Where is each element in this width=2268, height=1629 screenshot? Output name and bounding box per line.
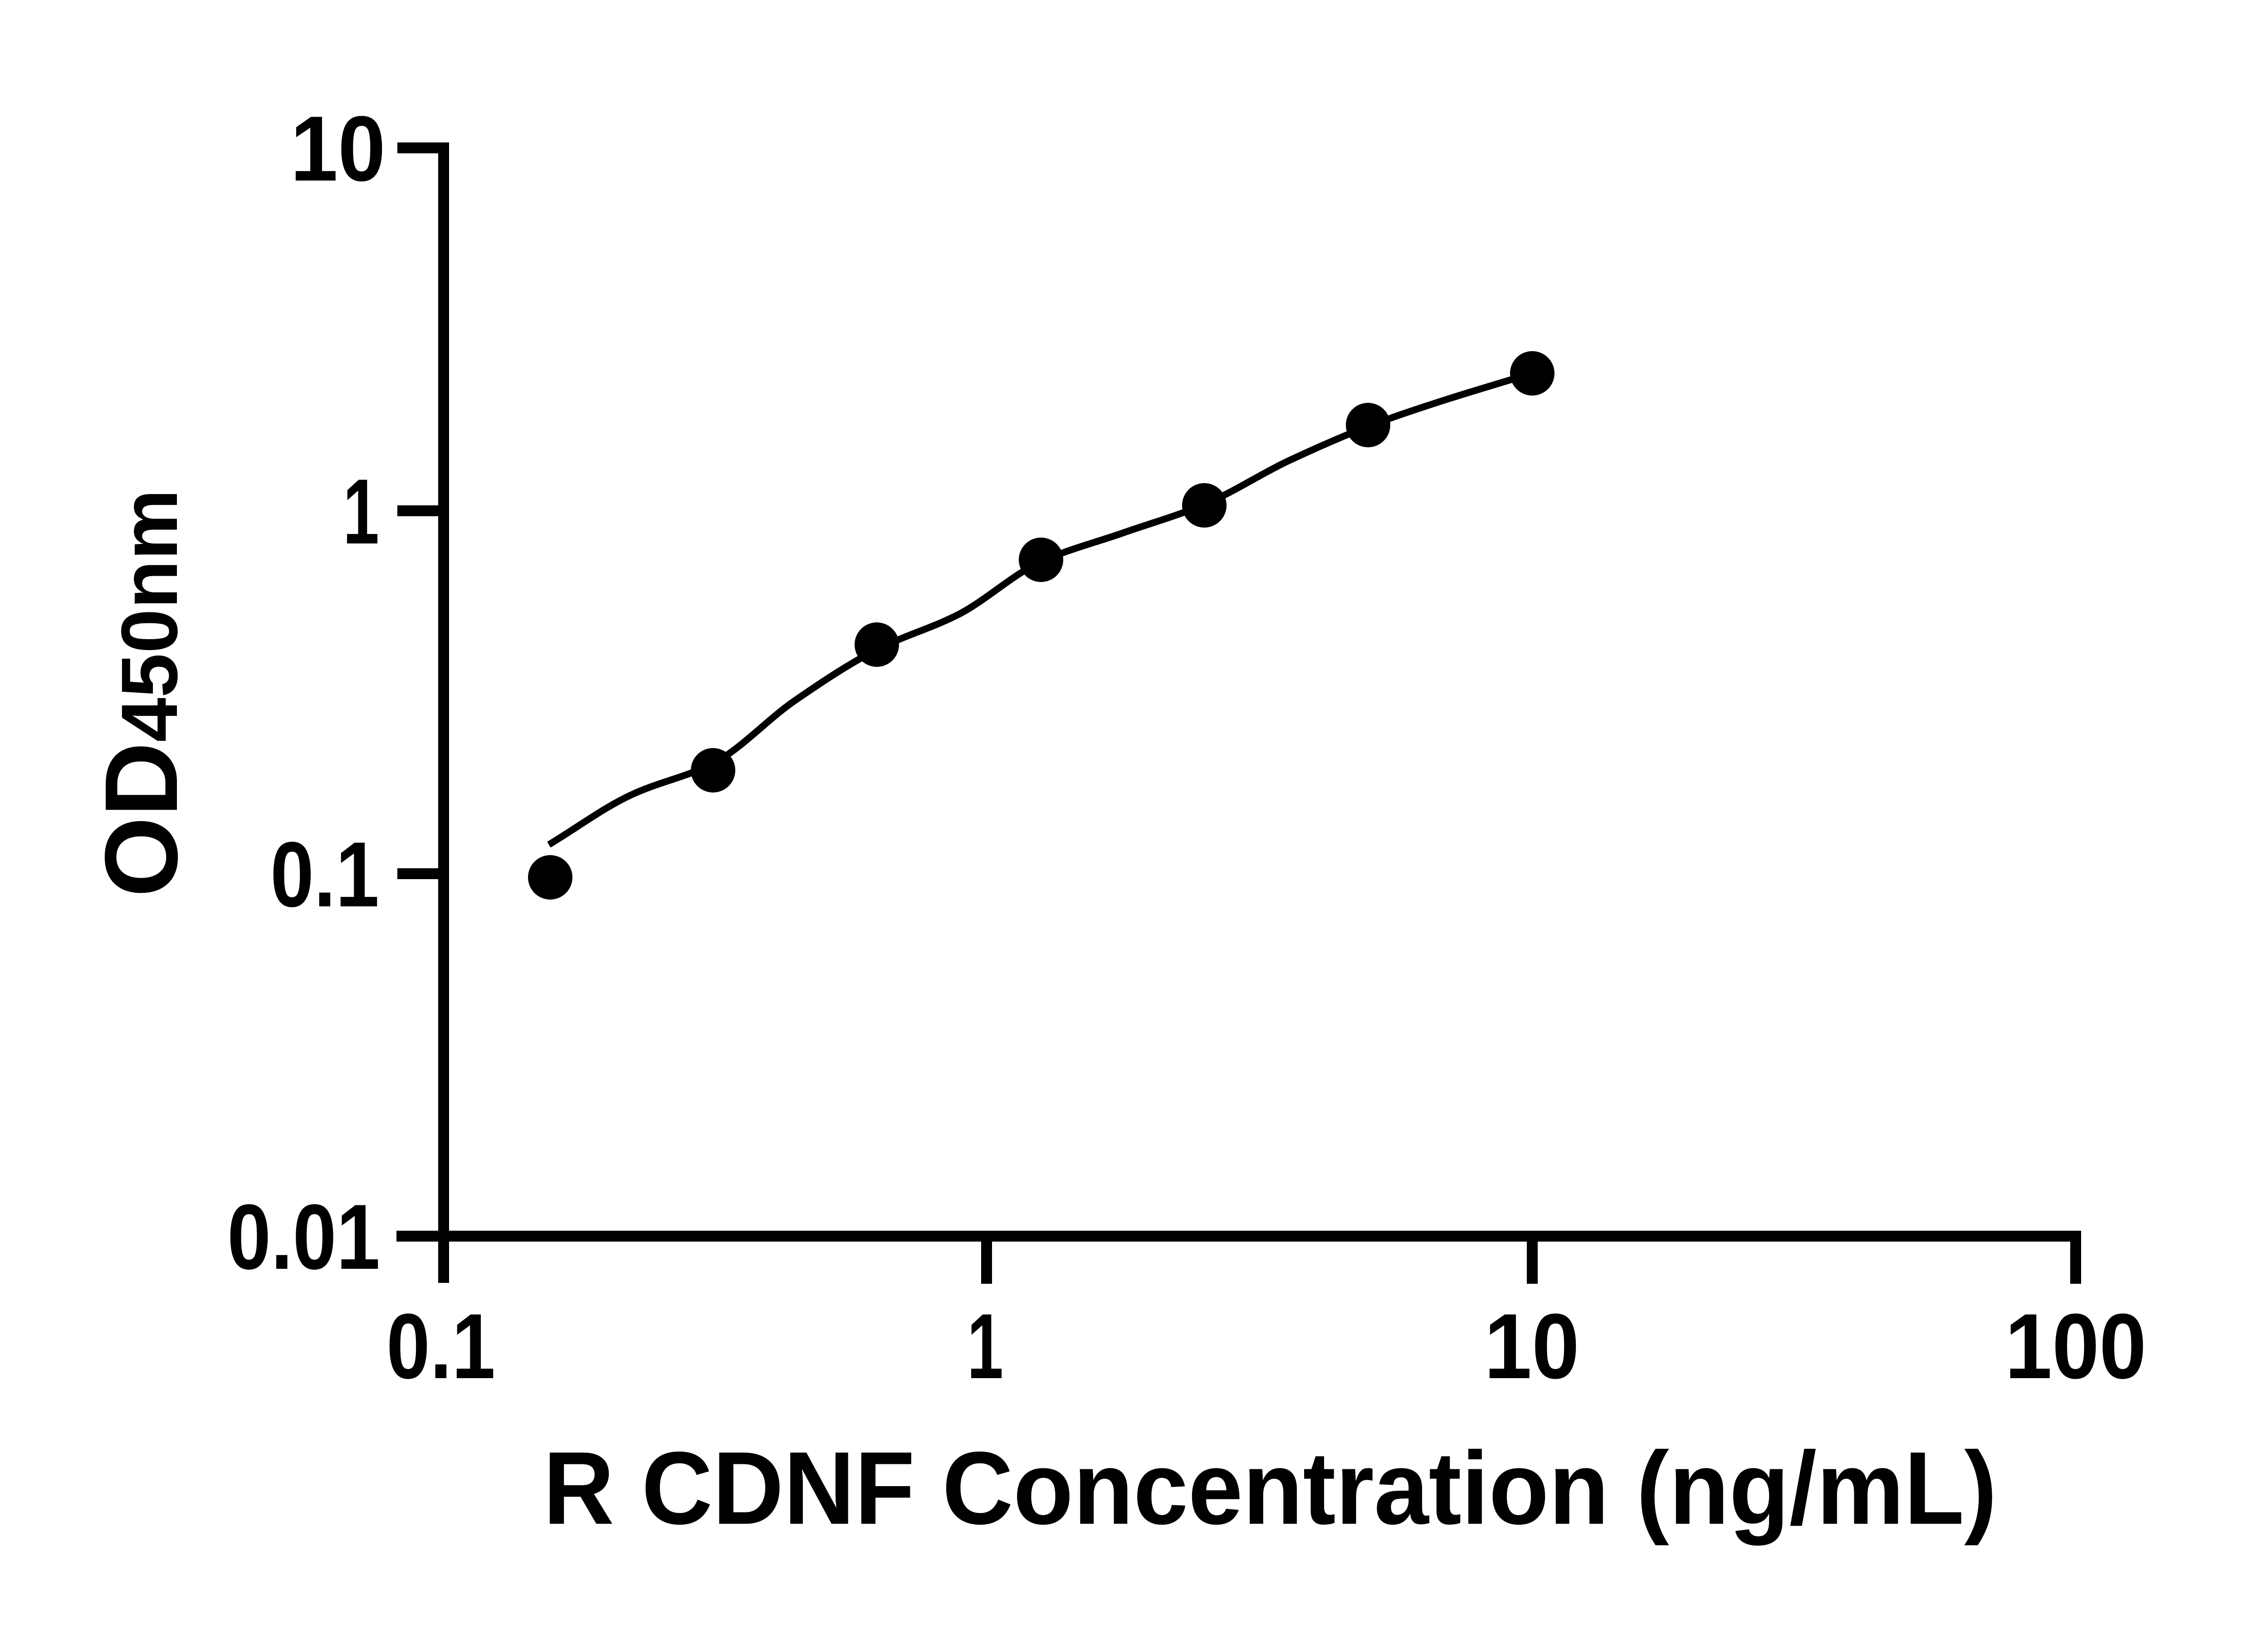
svg-text:OD450nm: OD450nm [84,489,199,897]
svg-text:1: 1 [967,1295,1003,1398]
svg-text:R CDNF Concentration (ng/mL): R CDNF Concentration (ng/mL) [543,1431,1997,1546]
svg-text:10: 10 [1484,1295,1579,1398]
svg-text:0.1: 0.1 [270,823,379,926]
svg-text:0.1: 0.1 [386,1295,495,1398]
svg-text:0.01: 0.01 [227,1185,380,1289]
svg-text:1: 1 [343,460,379,563]
svg-text:100: 100 [2005,1295,2146,1398]
svg-text:10: 10 [290,97,386,201]
